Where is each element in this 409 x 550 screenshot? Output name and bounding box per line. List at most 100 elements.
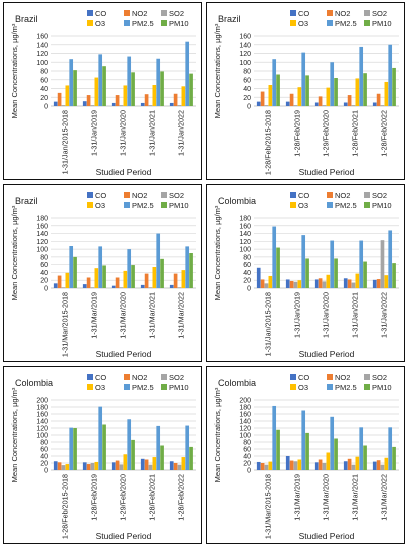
bar-so2-4 — [351, 464, 356, 470]
bar-pm25-5 — [185, 425, 190, 470]
y-tick-label: 100 — [239, 247, 251, 254]
y-tick-label: 160 — [36, 223, 48, 230]
bar-so2-2 — [90, 105, 95, 106]
bar-so2-4 — [351, 105, 356, 106]
bar-o3-5 — [181, 270, 186, 288]
bar-pm10-1 — [276, 247, 280, 288]
bar-no2-4 — [347, 95, 352, 106]
bar-o3-2 — [297, 459, 302, 470]
bar-pm25-2 — [301, 52, 306, 106]
bar-o3-5 — [384, 275, 389, 288]
bar-co-4 — [140, 284, 145, 288]
legend-label: PM10 — [372, 19, 392, 28]
y-tick-label: 60 — [243, 77, 251, 84]
bar-pm10-4 — [160, 258, 164, 288]
bar-no2-5 — [376, 460, 381, 470]
bar-no2-5 — [173, 463, 178, 470]
legend-swatch — [327, 20, 333, 26]
bar-o3-1 — [65, 464, 70, 470]
legend-swatch — [290, 10, 296, 16]
legend-label: PM2.5 — [335, 19, 357, 28]
bar-pm10-5 — [189, 253, 193, 288]
legend-label: PM10 — [372, 383, 392, 392]
x-category-label: 1-31/Mar/2021 — [351, 474, 360, 521]
bar-pm25-4 — [156, 58, 161, 106]
bar-no2-2 — [289, 460, 294, 470]
x-category-label: 1-31/Mar/2019 — [293, 474, 302, 521]
bar-so2-2 — [90, 463, 95, 470]
legend-swatch — [327, 202, 333, 208]
bar-so2-3 — [322, 281, 327, 288]
legend-label: SO2 — [372, 191, 387, 200]
bar-pm25-3 — [127, 249, 132, 288]
legend-label: NO2 — [132, 9, 147, 18]
bar-o3-4 — [152, 85, 157, 106]
y-tick-label: 40 — [243, 86, 251, 93]
bar-no2-1 — [260, 279, 265, 288]
chart-panel-6: Colombia CO NO2 SO2 O3 PM2.5 PM10 0 20 40 60 80 100 1… — [206, 366, 405, 549]
chart-title: Brazil — [15, 14, 38, 24]
y-tick-label: 120 — [239, 51, 251, 58]
bar-no2-1 — [57, 275, 62, 288]
legend-label: PM10 — [372, 201, 392, 210]
chart-panel-4: Colombia CO NO2 SO2 O3 PM2.5 PM10 0 20 40 60 80 100 1… — [206, 184, 405, 367]
bar-pm25-3 — [330, 240, 335, 288]
bar-so2-5 — [380, 240, 385, 288]
y-tick-label: 40 — [40, 270, 48, 277]
bar-so2-4 — [148, 464, 153, 470]
y-tick-label: 160 — [239, 223, 251, 230]
x-category-label: 1-29/Feb/2020 — [119, 474, 128, 521]
bar-pm10-3 — [131, 439, 135, 470]
bar-pm25-4 — [359, 46, 364, 106]
legend-label: PM2.5 — [335, 383, 357, 392]
y-tick-label: 40 — [40, 86, 48, 93]
legend-label: PM2.5 — [335, 201, 357, 210]
bar-no2-1 — [260, 91, 265, 106]
legend-label: SO2 — [169, 9, 184, 18]
x-category-label: 1-31/Jan/2015-2018 — [264, 292, 273, 356]
bar-pm25-1 — [272, 405, 277, 470]
bar-o3-4 — [152, 267, 157, 288]
legend-label: PM2.5 — [132, 201, 154, 210]
bar-co-1 — [53, 283, 58, 288]
bar-pm10-5 — [392, 446, 396, 470]
bar-o3-1 — [65, 272, 70, 288]
bar-o3-2 — [94, 461, 99, 470]
bar-no2-4 — [144, 273, 149, 288]
bar-co-5 — [372, 461, 377, 470]
bar-so2-5 — [177, 464, 182, 470]
x-category-label: 1-29/Feb/2020 — [322, 110, 331, 157]
legend-swatch — [87, 374, 93, 380]
bar-o3-2 — [94, 268, 99, 288]
legend-label: CO — [298, 373, 309, 382]
y-tick-label: 0 — [44, 104, 48, 111]
y-tick-label: 100 — [36, 433, 48, 440]
legend-label: NO2 — [132, 191, 147, 200]
legend-swatch — [327, 192, 333, 198]
bar-o3-3 — [326, 452, 331, 470]
bar-o3-5 — [384, 81, 389, 106]
y-axis-label: Mean Concentrations, µg/m³ — [10, 387, 19, 482]
chart-title: Colombia — [15, 378, 53, 388]
bar-o3-4 — [152, 457, 157, 470]
legend-label: PM2.5 — [132, 19, 154, 28]
bar-pm10-3 — [131, 72, 135, 106]
bar-no2-3 — [318, 459, 323, 470]
bar-no2-4 — [347, 279, 352, 288]
bar-so2-1 — [61, 105, 66, 106]
bar-so2-1 — [264, 105, 269, 106]
legend-swatch — [290, 202, 296, 208]
bar-no2-5 — [173, 273, 178, 288]
y-tick-label: 60 — [243, 262, 251, 269]
y-tick-label: 180 — [239, 216, 251, 223]
y-tick-label: 80 — [40, 69, 48, 76]
legend-swatch — [364, 384, 370, 390]
bar-no2-4 — [144, 94, 149, 106]
legend-swatch — [364, 202, 370, 208]
y-tick-label: 100 — [36, 247, 48, 254]
bar-no2-2 — [289, 93, 294, 106]
x-category-label: 1-31/Mar/2022 — [177, 292, 186, 339]
bar-o3-3 — [123, 454, 128, 470]
